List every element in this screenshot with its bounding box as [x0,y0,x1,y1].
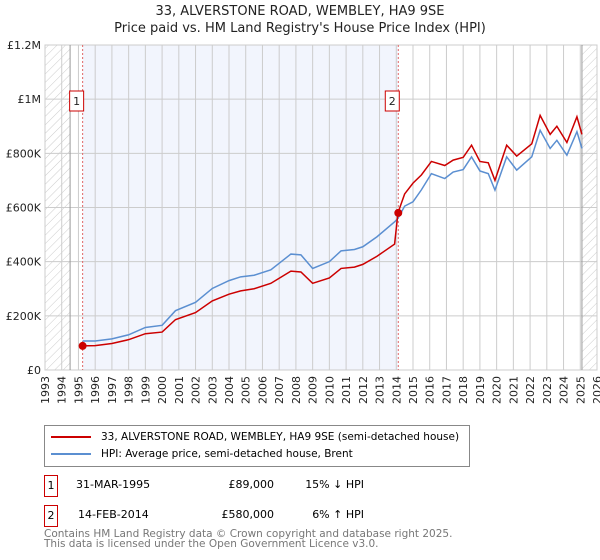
x-tick-label: 2008 [290,376,303,404]
sale-point [394,208,403,217]
x-tick-label: 2006 [256,376,269,404]
sale-label-box [69,90,85,112]
x-tick-label: 2014 [390,376,403,404]
x-tick-label: 2002 [190,376,203,404]
x-tick-label: 2001 [173,376,186,404]
x-tick-label: 1998 [123,376,136,404]
y-tick-label: £1M [18,93,42,106]
footer: Contains HM Land Registry data © Crown c… [44,528,453,550]
x-tick-label: 2015 [407,376,420,404]
legend-swatch [51,453,91,455]
transaction-hpi: 15% ↓ HPI [305,478,364,491]
legend-swatch [51,436,91,438]
x-tick-label: 1997 [106,376,119,404]
x-tick-label: 2010 [323,376,336,404]
x-tick-label: 2022 [524,376,537,404]
x-tick-label: 2000 [156,376,169,404]
sale-point [78,341,87,350]
sale-label: 1 [73,95,80,108]
x-tick-label: 2011 [340,376,353,404]
x-tick-label: 2023 [541,376,554,404]
x-tick-label: 1993 [39,376,52,404]
x-tick-label: 1995 [72,376,85,404]
x-tick-label: 2019 [474,376,487,404]
transaction-hpi: 6% ↑ HPI [312,508,364,521]
x-tick-label: 2026 [591,376,600,404]
transaction-date: 31-MAR-1995 [76,478,151,491]
property-price-line [82,113,583,347]
x-tick-label: 2005 [240,376,253,404]
y-tick-label: £0 [27,364,41,377]
transaction-price: £89,000 [228,478,275,491]
legend-item-hpi: HPI: Average price, semi-detached house,… [51,446,353,462]
x-tick-label: 1996 [89,376,102,404]
transaction-price: £580,000 [221,508,275,521]
x-tick-label: 2007 [273,376,286,404]
legend-item-property: 33, ALVERSTONE ROAD, WEMBLEY, HA9 9SE (s… [51,429,459,445]
x-tick-label: 2020 [491,376,504,404]
legend: 33, ALVERSTONE ROAD, WEMBLEY, HA9 9SE (s… [44,425,470,467]
x-tick-label: 2003 [206,376,219,404]
x-tick-label: 1994 [56,376,69,404]
x-tick-label: 2009 [307,376,320,404]
transaction-badge: 1 [44,475,58,497]
y-tick-label: £200K [6,310,42,323]
x-tick-label: 2012 [357,376,370,404]
footer-copyright: Contains HM Land Registry data © Crown c… [44,528,453,540]
x-tick-label: 2025 [574,376,587,404]
x-tick-label: 2021 [507,376,520,404]
footer-licence: This data is licensed under the Open Gov… [44,538,379,550]
y-tick-label: £1.2M [7,39,41,52]
sale-label-box [384,90,400,112]
x-tick-label: 2004 [223,376,236,404]
sale-label: 2 [389,95,396,108]
x-tick-label: 2013 [374,376,387,404]
x-tick-label: 2024 [558,376,571,404]
legend-label: HPI: Average price, semi-detached house,… [101,448,353,460]
x-tick-label: 2016 [424,376,437,404]
y-tick-label: £400K [6,256,42,269]
price-chart: 1993 1994 1995 1996 1997 1998 1999 2000 2001 2002… [6,39,600,404]
x-tick-label: 2018 [457,376,470,404]
transaction-badge: 2 [44,505,58,527]
chart-subtitle: Price paid vs. HM Land Registry's House … [114,21,486,36]
transaction-date: 14-FEB-2014 [78,508,149,521]
x-tick-label: 2017 [440,376,453,404]
legend-label: 33, ALVERSTONE ROAD, WEMBLEY, HA9 9SE (s… [101,431,460,443]
hpi-line [82,128,583,342]
y-tick-label: £800K [6,147,42,160]
y-tick-label: £600K [6,202,42,215]
x-tick-label: 1999 [139,376,152,404]
chart-title: 33, ALVERSTONE ROAD, WEMBLEY, HA9 9SE [155,4,445,19]
